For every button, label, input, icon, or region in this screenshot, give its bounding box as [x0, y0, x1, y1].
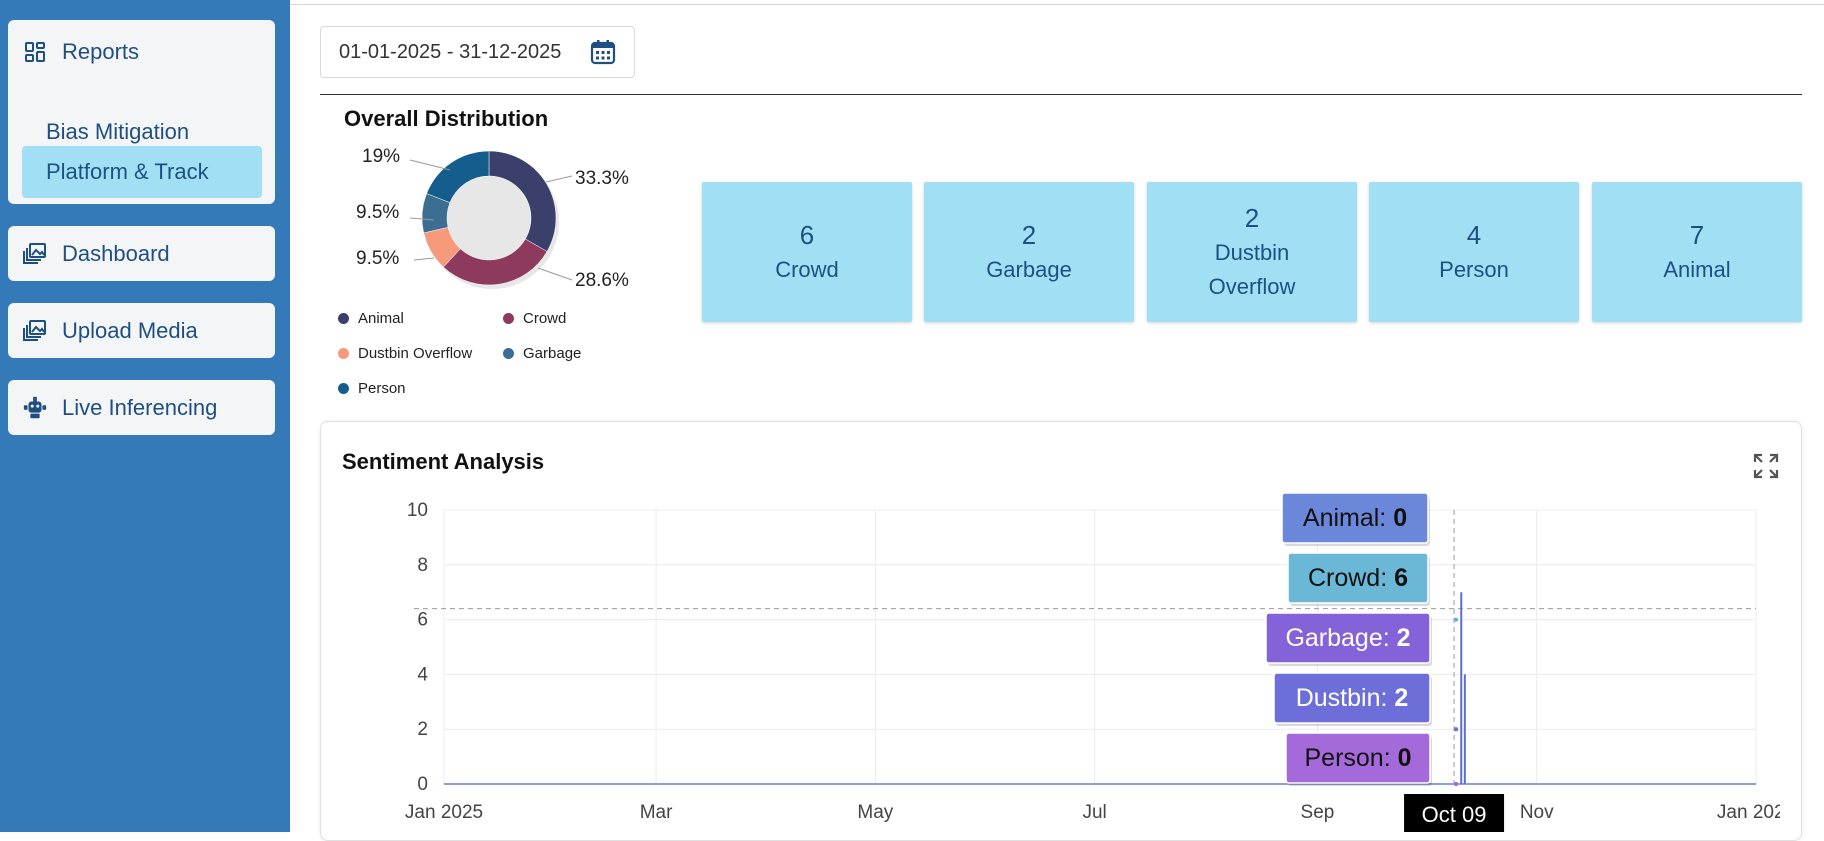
- y-tick-label: 0: [417, 774, 428, 795]
- donut-chart: [409, 150, 573, 289]
- stat-label: Animal: [1663, 257, 1731, 282]
- robot-icon: [22, 395, 48, 421]
- x-tick-label: Mar: [640, 802, 673, 823]
- legend-item-crowd[interactable]: Crowd: [503, 310, 566, 327]
- donut-leader-line: [409, 159, 451, 171]
- sidebar-item-label: Dashboard: [62, 240, 170, 266]
- sidebar-item-label: Reports: [62, 39, 140, 64]
- stat-card-person: 4 Person: [1369, 182, 1579, 322]
- tooltip-garbage: Garbage: 2: [1265, 612, 1432, 666]
- crosshair-x-label: Oct 09: [1404, 794, 1505, 832]
- sentiment-line-chart: 0 2 4 6 8 10 Jan 2025 Mar May Jul Sep Nov Jan 2026 An…: [405, 492, 1780, 832]
- stat-value: 6: [799, 220, 815, 250]
- svg-text:Animal: 0: Animal: 0: [1303, 504, 1407, 532]
- legend-swatch: [338, 313, 349, 324]
- legend-label: Person: [358, 380, 406, 397]
- stat-card-animal: 7 Animal: [1592, 182, 1802, 322]
- svg-text:Garbage: 2: Garbage: 2: [1285, 624, 1410, 652]
- legend-item-animal[interactable]: Animal: [338, 310, 404, 327]
- y-tick-label: 4: [417, 664, 428, 685]
- slice-pct-garbage: 9.5%: [356, 202, 400, 223]
- svg-text:Dustbin: 2: Dustbin: 2: [1296, 684, 1409, 712]
- legend-label: Animal: [358, 310, 404, 327]
- legend-swatch: [338, 348, 349, 359]
- sidebar-item-label: Upload Media: [62, 317, 198, 343]
- stat-card-dustbin-overflow: 2 Dustbin Overflow: [1147, 182, 1357, 322]
- series-point-crowd: [1454, 617, 1459, 622]
- sidebar-item-label: Live Inferencing: [62, 394, 218, 420]
- donut-leader-line: [413, 257, 435, 261]
- legend-label: Dustbin Overflow: [358, 345, 473, 362]
- x-tick-label: Sep: [1301, 802, 1335, 823]
- y-tick-label: 10: [407, 500, 428, 521]
- donut-leader-line: [537, 267, 573, 281]
- sidebar-item-live-inferencing[interactable]: Live Inferencing: [8, 380, 275, 435]
- expand-icon[interactable]: [1752, 452, 1780, 480]
- svg-text:Person: 0: Person: 0: [1304, 744, 1411, 772]
- distribution-title: Overall Distribution: [344, 106, 549, 131]
- sidebar-item-reports[interactable]: Reports: [22, 34, 139, 70]
- sidebar-subitem-bias-mitigation[interactable]: Bias Mitigation: [46, 119, 190, 144]
- x-tick-label: May: [857, 802, 893, 823]
- x-tick-label: Jan 2025: [405, 802, 483, 823]
- stat-card-garbage: 2 Garbage: [924, 182, 1134, 322]
- donut-leader-line: [545, 175, 573, 183]
- slice-pct-person: 19%: [362, 146, 401, 167]
- sidebar-item-dashboard[interactable]: Dashboard: [8, 226, 275, 281]
- stat-label: Garbage: [986, 257, 1072, 282]
- legend-label: Garbage: [523, 345, 582, 362]
- sidebar-item-upload-media[interactable]: Upload Media: [8, 303, 275, 358]
- slice-pct-dustbin: 9.5%: [356, 248, 400, 269]
- stat-label: Person: [1439, 257, 1509, 282]
- header-divider: [320, 94, 1802, 95]
- legend-item-dustbin-overflow[interactable]: Dustbin Overflow: [338, 345, 472, 362]
- y-tick-label: 6: [417, 610, 428, 631]
- date-range-value: 01-01-2025 - 31-12-2025: [339, 40, 562, 63]
- stat-value: 2: [1244, 203, 1260, 233]
- distribution-donut: 33.3% 28.6% 9.5% 9.5% 19%: [330, 140, 660, 300]
- legend-swatch: [338, 383, 349, 394]
- sidebar: Reports Bias Mitigation Platform & Track…: [0, 0, 290, 832]
- sidebar-subitem-platform-track[interactable]: Platform & Track: [22, 146, 262, 198]
- slice-pct-crowd: 28.6%: [575, 270, 629, 291]
- donut-slice-person[interactable]: [426, 150, 490, 203]
- y-tick-label: 8: [417, 555, 428, 576]
- stat-card-crowd: 6 Crowd: [702, 182, 912, 322]
- legend-label: Crowd: [523, 310, 567, 327]
- svg-text:Crowd: 6: Crowd: 6: [1308, 564, 1408, 592]
- x-tick-label: Nov: [1520, 802, 1554, 823]
- tooltip-crowd: Crowd: 6: [1287, 552, 1430, 606]
- stat-value: 2: [1021, 220, 1037, 250]
- legend-item-garbage[interactable]: Garbage: [503, 345, 581, 362]
- sentiment-title: Sentiment Analysis: [342, 449, 545, 474]
- legend-item-person[interactable]: Person: [338, 380, 406, 397]
- series-point-dustbin: [1454, 727, 1459, 732]
- gallery-icon: [22, 241, 48, 267]
- stat-label: Crowd: [775, 257, 839, 282]
- tooltip-animal: Animal: 0: [1281, 492, 1430, 546]
- grid-icon: [22, 39, 48, 65]
- tooltip-person: Person: 0: [1285, 732, 1432, 786]
- legend-swatch: [503, 348, 514, 359]
- legend-swatch: [503, 313, 514, 324]
- stat-value: 7: [1689, 220, 1705, 250]
- donut-leader-line: [409, 217, 435, 221]
- stat-label: Dustbin Overflow: [1208, 240, 1296, 299]
- reports-group: Reports Bias Mitigation Platform & Track: [8, 20, 275, 204]
- tooltip-dustbin: Dustbin: 2: [1273, 672, 1432, 726]
- gallery-icon: [22, 318, 48, 344]
- calendar-icon[interactable]: [590, 39, 616, 65]
- svg-text:Oct 09: Oct 09: [1422, 802, 1487, 827]
- x-tick-label: Jan 2026: [1717, 802, 1780, 823]
- x-tick-label: Jul: [1082, 802, 1106, 823]
- y-tick-label: 2: [417, 719, 428, 740]
- slice-pct-animal: 33.3%: [575, 168, 629, 189]
- top-divider: [290, 4, 1824, 5]
- date-range-picker[interactable]: 01-01-2025 - 31-12-2025: [320, 26, 635, 78]
- stat-value: 4: [1466, 220, 1482, 250]
- series-point-person: [1454, 782, 1459, 786]
